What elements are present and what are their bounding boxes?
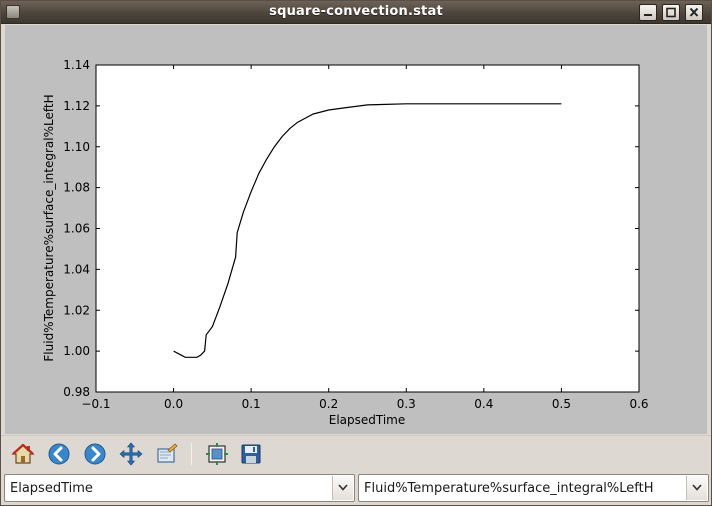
save-button[interactable] (237, 441, 265, 467)
x-axis-label: ElapsedTime (329, 413, 406, 427)
window-title: square-convection.stat (269, 4, 443, 19)
y-tick-label: 1.10 (63, 140, 90, 154)
y-axis-label: Fluid%Temperature%surface_integral%LeftH (42, 94, 56, 361)
y-field-dropdown-button[interactable] (686, 476, 707, 500)
y-tick-label: 1.00 (63, 344, 90, 358)
x-tick-label: 0.3 (397, 397, 416, 411)
chart-ticks: −0.1 0.0 0.1 0.2 0.3 0.4 0.5 0.6 0.98 1.00 1.02 1.0… (63, 58, 648, 411)
y-tick-label: 1.14 (63, 58, 90, 72)
x-tick-label: 0.0 (164, 397, 183, 411)
y-field-select[interactable]: Fluid%Temperature%surface_integral%LeftH (358, 474, 709, 502)
axes-background (96, 65, 639, 392)
y-tick-label: 1.08 (63, 181, 90, 195)
x-tick-label: 0.6 (629, 397, 648, 411)
x-tick-label: 0.4 (474, 397, 493, 411)
pan-button[interactable] (117, 441, 145, 467)
y-tick-label: 1.12 (63, 99, 90, 113)
x-field-select[interactable]: ElapsedTime (4, 474, 355, 502)
line-chart: −0.1 0.0 0.1 0.2 0.3 0.4 0.5 0.6 0.98 1.00 1.02 1.0… (42, 58, 649, 427)
x-tick-label: 0.5 (552, 397, 571, 411)
y-tick-label: 0.98 (63, 385, 90, 399)
app-icon[interactable] (6, 5, 20, 19)
arrow-left-icon (48, 443, 70, 465)
chart-series (173, 103, 562, 358)
home-icon (11, 443, 35, 464)
chevron-down-icon (692, 484, 702, 491)
minimize-icon (644, 14, 652, 16)
title-bar[interactable]: square-convection.stat (1, 1, 711, 24)
move-icon (119, 442, 143, 466)
x-tick-label: −0.1 (81, 397, 110, 411)
maximize-icon (666, 7, 676, 18)
maximize-button[interactable] (662, 4, 680, 21)
configure-subplots-button[interactable] (203, 441, 231, 467)
y-tick-label: 1.04 (63, 262, 90, 276)
arrow-right-icon (84, 443, 106, 465)
y-field-value: Fluid%Temperature%surface_integral%LeftH (364, 481, 654, 496)
zoom-button[interactable] (153, 441, 181, 467)
axes-frame (95, 64, 640, 393)
home-button[interactable] (9, 441, 37, 467)
zoom-rect-icon (157, 443, 178, 463)
toolbar-separator (191, 443, 192, 465)
x-field-dropdown-button[interactable] (332, 476, 353, 500)
floppy-icon (241, 444, 261, 464)
x-field-value: ElapsedTime (10, 481, 93, 496)
close-icon (689, 7, 699, 17)
forward-button[interactable] (81, 441, 109, 467)
y-tick-label: 1.02 (63, 303, 90, 317)
x-tick-label: 0.2 (319, 397, 338, 411)
subplots-icon (206, 443, 228, 465)
figure-canvas[interactable]: −0.1 0.0 0.1 0.2 0.3 0.4 0.5 0.6 0.98 1.00 1.02 1.0… (5, 25, 707, 434)
chevron-down-icon (338, 484, 348, 491)
y-tick-label: 1.06 (63, 222, 90, 236)
close-button[interactable] (685, 4, 703, 21)
x-tick-label: 0.1 (242, 397, 261, 411)
back-button[interactable] (45, 441, 73, 467)
minimize-button[interactable] (639, 4, 657, 21)
navigation-toolbar (1, 435, 711, 471)
series-line (173, 103, 562, 358)
